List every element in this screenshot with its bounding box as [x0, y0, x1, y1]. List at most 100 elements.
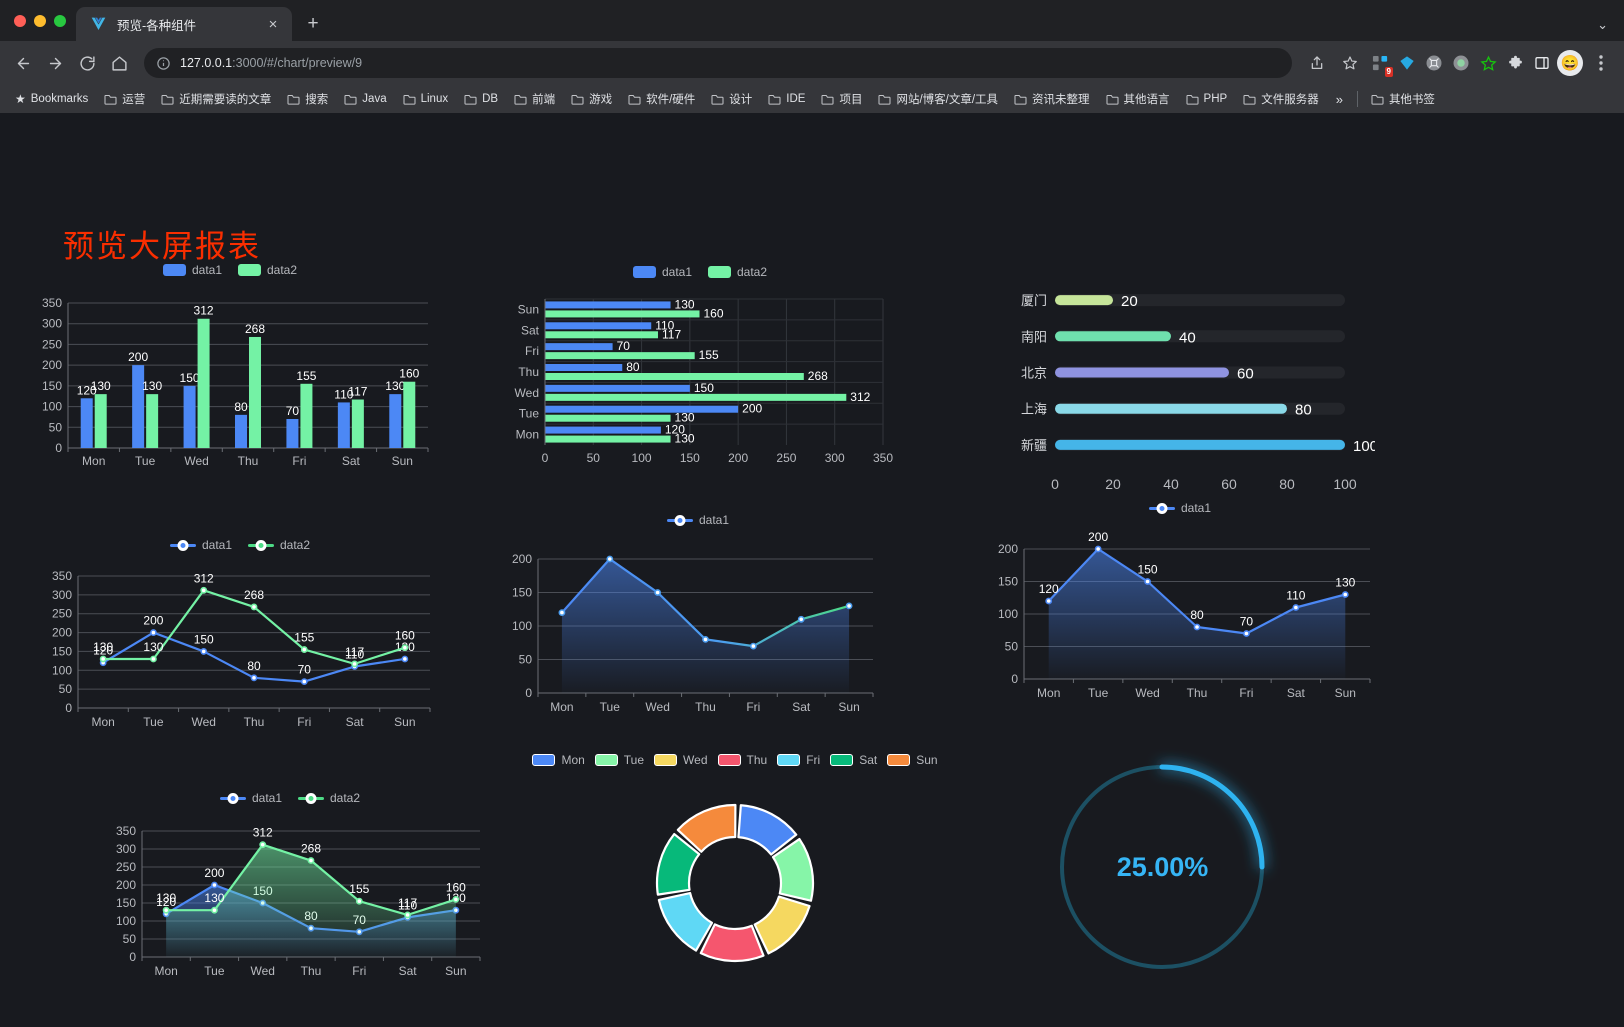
- bookmark-folder[interactable]: 游戏: [564, 88, 619, 110]
- puzzle-icon[interactable]: [1503, 51, 1527, 75]
- bookmark-star-icon[interactable]: [1335, 48, 1365, 78]
- page-title: 预览大屏报表: [63, 229, 261, 264]
- circle-icon[interactable]: [1449, 51, 1473, 75]
- extension-grid-icon[interactable]: 9: [1368, 51, 1393, 77]
- svg-text:80: 80: [1279, 476, 1295, 492]
- other-bookmarks-label: 其他书签: [1388, 94, 1435, 106]
- legend-label: Fri: [806, 753, 821, 767]
- svg-text:150: 150: [194, 632, 214, 646]
- maximize-window-button[interactable]: [54, 14, 66, 27]
- share-icon[interactable]: [1302, 48, 1332, 78]
- bookmark-folder[interactable]: 近期需要读的文章: [154, 88, 278, 110]
- kebab-menu-icon[interactable]: [1586, 48, 1616, 78]
- back-icon[interactable]: [8, 48, 38, 78]
- legend-swatch-data1: [632, 266, 656, 278]
- diamond-icon[interactable]: [1395, 51, 1419, 75]
- legend-item-data2[interactable]: data2: [248, 538, 310, 552]
- legend-swatch: [654, 754, 678, 766]
- svg-text:100: 100: [632, 451, 652, 465]
- forward-icon[interactable]: [40, 48, 70, 78]
- legend-item-sun[interactable]: Sun: [887, 753, 938, 767]
- legend-item-data2[interactable]: data2: [238, 263, 297, 277]
- legend-item-data1[interactable]: data1: [162, 263, 222, 277]
- folder-icon: [464, 94, 477, 105]
- svg-text:160: 160: [395, 629, 415, 643]
- minimize-window-button[interactable]: [34, 14, 46, 27]
- star-outline-green-icon[interactable]: [1476, 51, 1500, 75]
- folder-icon: [1186, 94, 1199, 105]
- legend-item-data1[interactable]: data1: [219, 791, 282, 805]
- chevron-down-icon[interactable]: ⌄: [1597, 17, 1608, 32]
- legend-label: Mon: [561, 753, 585, 767]
- legend-item-data2[interactable]: data2: [298, 791, 360, 805]
- svg-text:120: 120: [77, 383, 97, 397]
- folder-icon: [344, 94, 357, 105]
- bookmark-folder[interactable]: DB: [457, 90, 505, 108]
- legend-item-data1[interactable]: data1: [666, 513, 729, 527]
- browser-tab[interactable]: 预览-各种组件 ×: [76, 7, 292, 41]
- svg-text:300: 300: [825, 451, 845, 465]
- bookmark-folder-label: 运营: [122, 94, 146, 106]
- legend-item-mon[interactable]: Mon: [532, 753, 585, 767]
- new-tab-button[interactable]: +: [307, 13, 319, 34]
- close-window-button[interactable]: [14, 14, 26, 27]
- svg-text:100: 100: [1333, 476, 1357, 492]
- legend-item-fri[interactable]: Fri: [777, 753, 820, 767]
- svg-text:150: 150: [116, 896, 136, 910]
- profile-avatar-icon[interactable]: 😄: [1557, 50, 1583, 76]
- legend-item-data1[interactable]: data1: [1148, 501, 1211, 515]
- gauge-value-label: 25.00%: [1116, 852, 1209, 882]
- bookmarks-root[interactable]: ★ Bookmarks: [8, 89, 95, 109]
- legend-item-data2[interactable]: data2: [708, 265, 767, 279]
- svg-text:117: 117: [348, 385, 367, 399]
- legend-item-thu[interactable]: Thu: [717, 753, 767, 767]
- legend-swatch-data2: [708, 266, 731, 278]
- legend-item-sat[interactable]: Sat: [830, 753, 877, 767]
- bookmark-folder[interactable]: 项目: [814, 88, 869, 110]
- close-tab-button[interactable]: ×: [268, 15, 278, 33]
- svg-text:130: 130: [204, 891, 224, 905]
- svg-text:160: 160: [446, 880, 466, 894]
- folder-icon: [1106, 94, 1119, 105]
- svg-text:20: 20: [1105, 476, 1121, 492]
- svg-text:80: 80: [1295, 402, 1312, 419]
- bookmark-folder[interactable]: PHP: [1179, 90, 1235, 108]
- bookmark-folder[interactable]: 其他语言: [1099, 88, 1177, 110]
- bookmark-folder[interactable]: 文件服务器: [1236, 88, 1326, 110]
- legend-item-tue[interactable]: Tue: [594, 753, 644, 767]
- svg-text:130: 130: [142, 379, 162, 393]
- other-bookmarks-folder[interactable]: 其他书签: [1364, 88, 1442, 110]
- bookmarks-overflow-button[interactable]: »: [1335, 91, 1343, 107]
- folder-icon: [514, 94, 527, 105]
- svg-text:312: 312: [850, 390, 870, 404]
- svg-text:0: 0: [129, 950, 136, 964]
- bookmark-folder[interactable]: IDE: [761, 90, 812, 108]
- bookmark-folder[interactable]: 网站/博客/文章/工具: [871, 88, 1005, 110]
- address-bar[interactable]: 127.0.0.1:3000/#/chart/preview/9: [144, 48, 1292, 78]
- bookmark-folder[interactable]: 设计: [704, 88, 759, 110]
- bookmark-folder-label: IDE: [786, 93, 806, 105]
- legend-item-data1[interactable]: data1: [632, 265, 692, 279]
- svg-text:Sat: Sat: [521, 323, 540, 337]
- bookmark-folder[interactable]: 前端: [507, 88, 562, 110]
- chart-area-single: data1 0 50 100 150 200 Mon Tue Wed Thu Fri Sat Sun 1…: [980, 501, 1380, 716]
- bookmark-folder[interactable]: Linux: [396, 90, 456, 108]
- bookmark-folder[interactable]: 搜索: [280, 88, 335, 110]
- svg-text:110: 110: [345, 648, 364, 662]
- bookmark-folder[interactable]: 资讯未整理: [1007, 88, 1097, 110]
- legend-item-wed[interactable]: Wed: [654, 753, 708, 767]
- svg-text:350: 350: [42, 296, 62, 310]
- home-icon[interactable]: [104, 48, 134, 78]
- bookmark-folder[interactable]: Java: [337, 90, 393, 108]
- svg-text:200: 200: [143, 614, 163, 628]
- sidepanel-icon[interactable]: [1530, 51, 1554, 75]
- bookmark-folder[interactable]: 软件/硬件: [621, 88, 702, 110]
- svg-text:70: 70: [286, 404, 300, 418]
- svg-text:Tue: Tue: [600, 700, 621, 714]
- bookmark-folder[interactable]: 运营: [97, 88, 152, 110]
- reload-icon[interactable]: [72, 48, 102, 78]
- svg-text:Wed: Wed: [515, 386, 539, 400]
- folder-icon: [821, 94, 834, 105]
- command-icon[interactable]: [1422, 51, 1446, 75]
- legend-item-data1[interactable]: data1: [169, 538, 232, 552]
